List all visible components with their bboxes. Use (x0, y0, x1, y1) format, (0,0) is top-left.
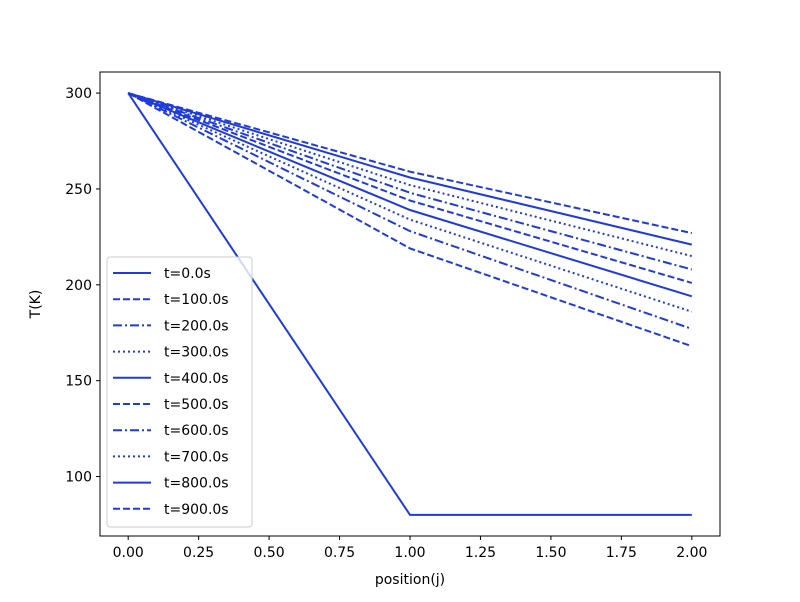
series-line-5 (127, 92, 693, 284)
series-line-9 (127, 92, 693, 235)
series-line-2 (127, 92, 693, 330)
series-line-3 (127, 92, 693, 313)
series-line-1 (127, 92, 693, 348)
x-tick-label: 0.00 (113, 545, 144, 561)
axis-ticks: 0.00 0.25 0.50 0.75 1.00 1.25 1.50 1.75 2.00 100 1… (65, 86, 707, 561)
legend-label: t=100.0s (164, 292, 229, 308)
legend-label: t=0.0s (164, 266, 211, 282)
x-tick-label: 1.25 (465, 545, 496, 561)
legend: t=0.0s t=100.0s t=200.0s t=300.0s t=400.0s t=… (106, 256, 253, 528)
legend-label: t=500.0s (164, 397, 229, 413)
legend-label: t=700.0s (164, 449, 229, 465)
legend-label: t=300.0s (164, 345, 229, 361)
x-tick-label: 2.00 (676, 545, 707, 561)
legend-label: t=800.0s (164, 476, 229, 492)
y-axis-label: T(K) (28, 290, 44, 320)
series-layer (127, 92, 693, 516)
series-line-0 (127, 92, 692, 516)
legend-label: t=900.0s (164, 502, 229, 518)
y-tick-label: 250 (65, 182, 92, 198)
x-axis-label: position(j) (375, 572, 445, 588)
y-tick-label: 200 (65, 278, 92, 294)
x-tick-label: 1.00 (394, 545, 425, 561)
y-tick-label: 100 (65, 470, 92, 486)
legend-label: t=200.0s (164, 318, 229, 334)
y-tick-label: 300 (65, 86, 92, 102)
series-line-8 (127, 92, 693, 246)
series-line-4 (127, 92, 693, 298)
legend-label: t=600.0s (164, 423, 229, 439)
series-line-6 (127, 92, 693, 271)
series-line-7 (127, 92, 693, 258)
x-tick-label: 1.50 (535, 545, 566, 561)
x-tick-label: 0.50 (254, 545, 285, 561)
y-tick-label: 150 (65, 374, 92, 390)
legend-label: t=400.0s (164, 371, 229, 387)
x-tick-label: 1.75 (606, 545, 637, 561)
x-tick-label: 0.25 (183, 545, 214, 561)
x-tick-label: 0.75 (324, 545, 355, 561)
